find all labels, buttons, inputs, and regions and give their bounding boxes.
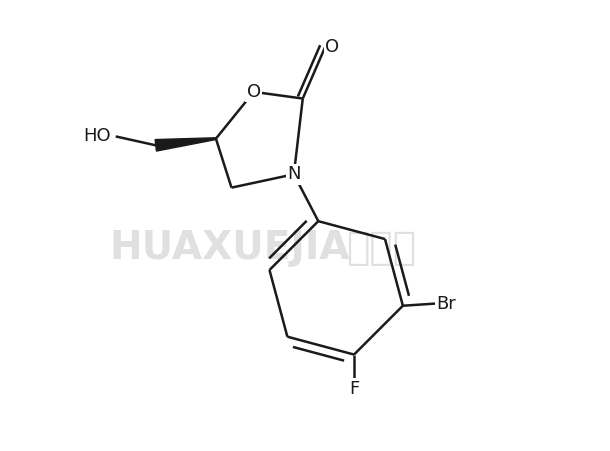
Text: O: O xyxy=(325,38,339,56)
Text: Br: Br xyxy=(436,295,456,313)
Text: HO: HO xyxy=(84,128,111,145)
Text: HUAXUEJIA: HUAXUEJIA xyxy=(109,229,350,267)
Text: O: O xyxy=(246,83,261,101)
Text: F: F xyxy=(349,380,359,398)
Text: N: N xyxy=(287,165,301,183)
Text: 化学加: 化学加 xyxy=(346,229,416,267)
Polygon shape xyxy=(155,138,216,151)
